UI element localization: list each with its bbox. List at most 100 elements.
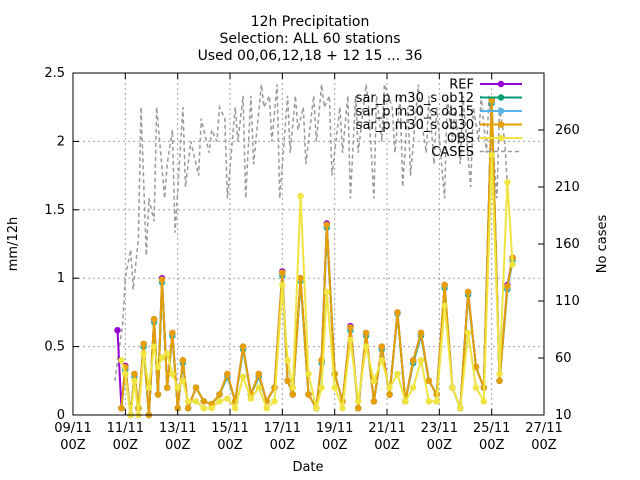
data-point bbox=[305, 370, 312, 378]
data-point bbox=[504, 179, 511, 186]
data-point bbox=[169, 370, 176, 378]
data-point bbox=[488, 151, 495, 159]
x-tick-label-date: 21/11 bbox=[368, 421, 405, 436]
data-point bbox=[386, 391, 393, 398]
y-tick-label: 1 bbox=[57, 271, 65, 286]
data-point bbox=[402, 398, 409, 405]
data-point bbox=[496, 377, 503, 384]
legend-label: sar_p m30_s ob15 bbox=[356, 105, 474, 120]
data-point bbox=[192, 384, 200, 391]
data-point bbox=[239, 373, 247, 380]
legend-entry: REF bbox=[449, 78, 522, 93]
data-point bbox=[174, 405, 181, 412]
x-tick-label-hour: 00Z bbox=[165, 438, 191, 453]
data-point bbox=[347, 324, 354, 331]
data-point bbox=[208, 405, 215, 412]
x-tick-label-date: 23/11 bbox=[421, 421, 458, 436]
data-point bbox=[150, 343, 158, 350]
data-point bbox=[150, 316, 158, 323]
data-point bbox=[297, 275, 304, 282]
data-point bbox=[496, 370, 503, 378]
data-point bbox=[279, 281, 286, 289]
data-point bbox=[425, 398, 433, 405]
data-point bbox=[378, 343, 385, 350]
data-point bbox=[394, 309, 401, 316]
x-tick-label-date: 13/11 bbox=[159, 421, 196, 436]
data-point bbox=[140, 340, 147, 348]
data-point bbox=[323, 288, 330, 296]
legend-swatch-marker bbox=[497, 121, 505, 128]
data-point bbox=[284, 377, 291, 384]
legend-entry: sar_p m30_s ob12 bbox=[356, 91, 522, 106]
data-point bbox=[239, 343, 247, 350]
legend-entry: sar_p m30_s ob15 bbox=[356, 105, 522, 120]
data-point bbox=[131, 370, 138, 378]
data-point bbox=[289, 391, 296, 398]
data-point bbox=[339, 405, 346, 412]
chart-title-line-3: Used 00,06,12,18 + 12 15 ... 36 bbox=[198, 48, 423, 64]
data-point bbox=[441, 281, 448, 289]
data-point bbox=[158, 354, 166, 361]
data-point bbox=[122, 370, 129, 378]
x-tick-label-date: 09/11 bbox=[54, 421, 91, 436]
y-tick-label: 2.5 bbox=[44, 66, 65, 81]
data-point bbox=[504, 283, 511, 290]
data-point bbox=[118, 405, 125, 412]
data-point bbox=[449, 384, 456, 391]
data-point bbox=[464, 329, 472, 337]
data-point bbox=[410, 384, 417, 391]
data-point bbox=[284, 357, 291, 364]
y2-tick-label: 110 bbox=[555, 294, 580, 309]
legend-swatch-marker bbox=[497, 107, 505, 115]
series-line bbox=[120, 155, 514, 416]
x-tick-label-hour: 00Z bbox=[217, 438, 243, 453]
y-tick-label: 0 bbox=[57, 408, 65, 423]
x-axis-label: Date bbox=[292, 460, 323, 475]
data-point bbox=[362, 343, 370, 350]
data-point bbox=[200, 405, 207, 412]
series-layer bbox=[114, 84, 516, 419]
data-point bbox=[480, 398, 487, 405]
legend-label: sar_p m30_s ob12 bbox=[356, 91, 474, 106]
x-tick-label-date: 17/11 bbox=[264, 421, 301, 436]
data-point bbox=[255, 370, 262, 378]
legend-entry: CASES bbox=[431, 145, 522, 160]
data-point bbox=[318, 384, 325, 391]
y2-tick-label: 60 bbox=[555, 351, 572, 366]
chart-title-line-1: 12h Precipitation bbox=[251, 14, 370, 30]
y-tick-label: 0.5 bbox=[44, 340, 65, 355]
data-point bbox=[154, 363, 162, 371]
data-point bbox=[216, 398, 223, 405]
data-point bbox=[509, 261, 516, 268]
data-point bbox=[472, 384, 480, 391]
data-point bbox=[289, 384, 296, 391]
data-point bbox=[200, 398, 207, 405]
series-line bbox=[114, 84, 509, 381]
data-point bbox=[472, 363, 480, 371]
legend-swatch-marker bbox=[497, 134, 505, 142]
data-point bbox=[331, 384, 338, 391]
data-point bbox=[184, 405, 192, 412]
data-point bbox=[488, 97, 495, 104]
data-point bbox=[457, 405, 464, 412]
data-point bbox=[169, 329, 176, 337]
legend-swatch-marker bbox=[497, 94, 505, 101]
data-point bbox=[279, 269, 286, 276]
data-point bbox=[131, 377, 138, 384]
x-tick-label-hour: 00Z bbox=[531, 438, 557, 453]
data-point bbox=[164, 384, 171, 391]
chart-title-line-2: Selection: ALL 60 stations bbox=[219, 31, 400, 47]
data-point bbox=[145, 384, 153, 391]
data-point bbox=[378, 357, 385, 364]
x-tick-label-date: 15/11 bbox=[211, 421, 248, 436]
data-point bbox=[394, 370, 401, 378]
data-point bbox=[355, 398, 362, 405]
data-point bbox=[263, 405, 270, 412]
y2-tick-label: 260 bbox=[555, 123, 580, 138]
y2-tick-label: 210 bbox=[555, 180, 580, 195]
series-obs bbox=[118, 151, 516, 419]
x-tick-label-hour: 00Z bbox=[374, 438, 400, 453]
y-axis-label: mm/12h bbox=[6, 217, 21, 272]
